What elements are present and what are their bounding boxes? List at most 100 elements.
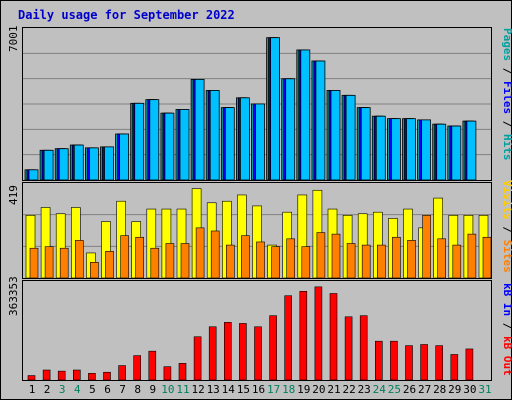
bar-sites (331, 233, 341, 279)
legend-sep-3: / (501, 220, 512, 240)
bar-sites (195, 227, 205, 279)
bar-sites (150, 247, 160, 279)
day-label: 14 (222, 383, 236, 396)
bar-hits (43, 149, 54, 181)
bar-hits (134, 102, 145, 181)
middle-max-label: 419 (7, 185, 20, 205)
bar-kbout (314, 286, 323, 381)
bar-sites (437, 238, 447, 279)
bar-sites (44, 246, 54, 279)
bar-kbout (284, 295, 293, 381)
bar-kbout (224, 322, 232, 381)
day-label: 18 (282, 383, 295, 396)
day-label: 20 (312, 383, 325, 396)
legend-visits: Visits (501, 180, 512, 220)
bar-sites (105, 251, 114, 279)
bar-hits (239, 97, 250, 181)
bar-kbout (269, 315, 277, 381)
bar-kbout (465, 348, 474, 381)
bar-sites (407, 240, 416, 279)
day-label: 4 (74, 383, 81, 396)
legend-kbout: kB Out (501, 336, 512, 376)
chart-bars (24, 37, 492, 381)
chart-title: Daily usage for September 2022 (18, 8, 235, 22)
bar-sites (226, 244, 235, 279)
day-label: 27 (418, 383, 431, 396)
bar-hits (451, 125, 462, 181)
day-label: 3 (59, 383, 66, 396)
bar-kbout (299, 290, 308, 381)
day-label: 16 (252, 383, 265, 396)
day-label: 11 (176, 383, 189, 396)
bar-hits (390, 118, 401, 181)
bar-sites (59, 247, 69, 279)
bar-kbout (208, 326, 217, 381)
bar-kbout (329, 293, 338, 381)
day-label: 15 (237, 383, 250, 396)
day-label: 24 (373, 383, 387, 396)
bar-sites (120, 235, 129, 279)
legend-top: Pages / Files / Hits (501, 28, 512, 161)
day-label: 12 (191, 383, 204, 396)
bar-hits (119, 133, 129, 181)
bar-hits (421, 119, 432, 181)
day-label: 28 (433, 383, 446, 396)
bar-sites (271, 246, 280, 279)
bar-hits (28, 169, 39, 181)
bar-hits (58, 148, 69, 181)
legend-bottom: kB In / kB Out (501, 283, 512, 376)
bar-kbout (73, 369, 81, 381)
bar-kbout (103, 371, 111, 381)
bar-sites (241, 235, 250, 279)
bar-kbout (42, 369, 51, 381)
legend-kbin: kB In (501, 283, 512, 316)
legend-files: Files (501, 81, 512, 114)
day-label: 23 (358, 383, 371, 396)
legend-middle: Visits / Sites (501, 180, 512, 273)
day-label: 7 (119, 383, 126, 396)
day-label: 25 (388, 383, 401, 396)
bar-sites (256, 241, 265, 279)
bar-sites (346, 243, 356, 279)
bar-sites (392, 236, 401, 279)
bar-hits (104, 146, 114, 181)
bar-kbout (148, 350, 157, 381)
bar-hits (466, 120, 477, 181)
bar-kbout (390, 340, 398, 381)
day-label: 19 (297, 383, 310, 396)
bar-hits (345, 94, 356, 181)
day-label: 6 (104, 383, 111, 396)
day-label: 26 (403, 383, 416, 396)
bar-kbout (133, 355, 141, 381)
day-label: 10 (161, 383, 174, 396)
bar-kbout (374, 340, 383, 381)
day-label: 13 (207, 383, 220, 396)
day-label: 9 (149, 383, 156, 396)
legend-sep-2: / (501, 114, 512, 134)
bar-sites (135, 236, 144, 279)
day-label: 21 (327, 383, 340, 396)
legend-sites: Sites (501, 240, 512, 273)
bar-sites (75, 240, 84, 279)
bar-kbout (254, 326, 262, 381)
top-max-label: 7001 (7, 26, 20, 53)
bar-hits (300, 49, 311, 181)
bar-kbout (420, 344, 428, 381)
day-label: 17 (267, 383, 280, 396)
bar-kbout (178, 363, 187, 381)
bar-kbout (88, 373, 96, 381)
day-label: 8 (134, 383, 141, 396)
bottom-max-label: 363353 (7, 276, 20, 316)
day-label: 2 (44, 383, 51, 396)
bar-kbout (359, 315, 368, 381)
bar-kbout (118, 365, 126, 381)
bar-hits (360, 107, 371, 181)
bar-hits (73, 144, 84, 181)
bar-kbout (163, 366, 172, 381)
bar-sites (165, 243, 175, 279)
bar-hits (224, 107, 235, 181)
day-label: 29 (448, 383, 461, 396)
bar-hits (270, 37, 281, 181)
